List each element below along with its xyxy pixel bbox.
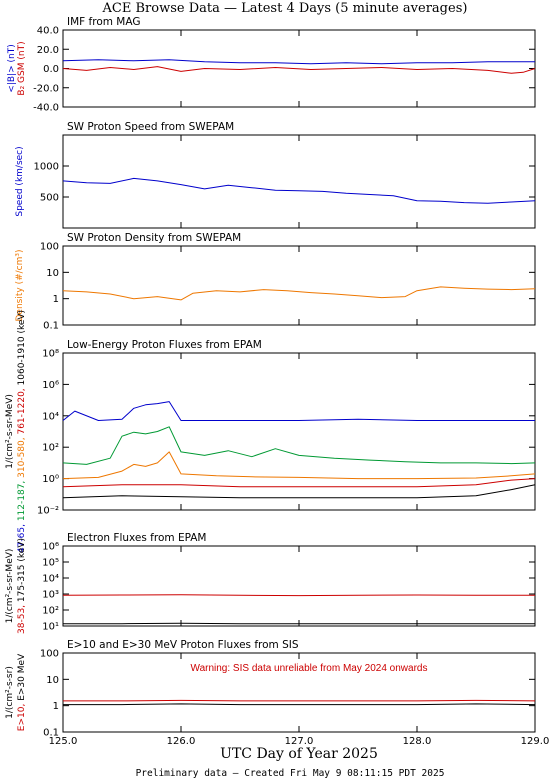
plot-frame (62, 134, 536, 229)
y-axis-label: 1/(cm²-s-sr-MeV) (5, 394, 15, 469)
plot-frame (62, 245, 536, 326)
y-tick-label: 10⁰ (42, 474, 59, 485)
chart-title: ACE Browse Data — Latest 4 Days (5 minut… (102, 1, 468, 16)
y-tick-label: -40.0 (33, 103, 59, 114)
y-axis-label: 1/(cm²-s-sr) (5, 666, 15, 719)
y-tick-label: 0.0 (43, 64, 59, 75)
x-tick-label: 128.0 (403, 736, 432, 747)
y-axis-label-part: 310-580, (17, 437, 27, 480)
imf-panel: 40.0 20.0 0.0 -20.0 -40.0 IMF from MAG <|B|> (… (7, 16, 536, 114)
series-line (62, 286, 536, 301)
y-axis-label-part: E>10, (17, 704, 27, 732)
y-axis-label-part: 1/(cm²-s-sr-MeV) (5, 549, 15, 624)
y-tick-label: 40.0 (37, 26, 59, 37)
series-line (62, 66, 536, 74)
y-axis-label: B₂ GSM (nT) (17, 41, 27, 95)
series-line (63, 699, 536, 702)
y-axis-label-part: 1060-1910 (keV) (17, 310, 27, 388)
y-tick-label: 1000 (34, 162, 59, 173)
proton-flux-panel: 10⁸ 10⁶ 10⁴ 10² 10⁰ 10⁻² Low-Energy Proton Flu… (5, 310, 536, 553)
speed-panel: 1000 500 SW Proton Speed from SWEPAM Speed … (15, 121, 536, 229)
y-tick-label: 10² (42, 606, 59, 617)
y-tick-label: 10⁶ (42, 380, 59, 391)
series-line (63, 703, 536, 706)
y-axis-label-part: E>30 MeV (17, 653, 27, 704)
y-axis-label: 38-53, 175-315 (keV) (17, 538, 27, 634)
y-tick-label: 10⁴ (42, 411, 59, 422)
series-line (62, 594, 535, 597)
y-axis-label-part: 175-315 (keV) (17, 538, 27, 605)
y-tick-label: 10⁵ (42, 558, 59, 569)
x-tick-labels: 125.0 126.0 127.0 128.0 129.0 (49, 736, 550, 747)
x-axis-label: UTC Day of Year 2025 (220, 746, 378, 762)
sis-panel: 100 10 1 0.1 E>10 and E>30 MeV Proton Fluxes… (5, 639, 536, 739)
y-tick-label: 100 (40, 242, 59, 253)
x-tick-label: 125.0 (49, 736, 78, 747)
y-tick-label: 10⁴ (42, 574, 59, 585)
panel-title: SW Proton Speed from SWEPAM (67, 121, 234, 133)
y-tick-label: 0.1 (43, 321, 59, 332)
y-tick-label: 1 (53, 294, 59, 305)
panel-title: IMF from MAG (67, 16, 141, 28)
y-tick-label: 10⁻² (37, 506, 59, 517)
y-axis-label: Density (#/cm³) (15, 250, 25, 322)
series-line (62, 484, 536, 499)
panel-title: Electron Fluxes from EPAM (67, 532, 206, 544)
y-tick-label: 100 (40, 649, 59, 660)
y-tick-label: 10¹ (42, 622, 59, 633)
y-tick-label: 10² (42, 443, 59, 454)
panel-title: E>10 and E>30 MeV Proton Fluxes from SIS (67, 639, 299, 651)
y-axis-label: 1/(cm²-s-sr-MeV) (5, 549, 15, 624)
footer-note: Preliminary data — Created Fri May 9 08:… (136, 768, 445, 779)
y-tick-label: 500 (40, 193, 59, 204)
x-tick-label: 126.0 (167, 736, 196, 747)
y-axis-label-part: 47-65, (17, 524, 27, 553)
y-axis-label-part: 112-187, (17, 481, 27, 524)
series-line (62, 59, 535, 65)
y-axis-label: Speed (km/sec) (15, 146, 25, 216)
y-axis-label: 47-65, 112-187, 310-580, 761-1220, 1060-… (17, 310, 27, 553)
y-tick-label: 10⁸ (42, 349, 59, 360)
y-tick-label: 10 (46, 675, 59, 686)
y-axis-label-part: 1/(cm²-s-sr) (5, 666, 15, 719)
series-line (62, 426, 536, 465)
y-tick-label: 0.1 (43, 728, 59, 739)
panel-title: Low-Energy Proton Fluxes from EPAM (67, 339, 262, 351)
y-axis-label-part: 38-53, (17, 605, 27, 634)
x-tick-label: 127.0 (285, 736, 314, 747)
y-tick-label: 20.0 (37, 45, 59, 56)
y-axis-label: E>10, E>30 MeV (17, 653, 27, 731)
y-axis-label: <|B|> (nT) (7, 44, 17, 92)
y-tick-label: 1 (53, 701, 59, 712)
y-tick-label: 10⁶ (42, 542, 59, 553)
panels: 40.0 20.0 0.0 -20.0 -40.0 IMF from MAG <|B|> (… (5, 16, 536, 739)
panel-title: SW Proton Density from SWEPAM (67, 232, 241, 244)
plot-frame (62, 545, 536, 627)
y-axis-label-part: 761-1220, (17, 388, 27, 437)
series-line (62, 478, 536, 488)
y-tick-label: 10 (46, 268, 59, 279)
density-panel: 100 10 1 0.1 SW Proton Density from SWEPAM De… (15, 232, 536, 332)
chart-annotation: Warning: SIS data unreliable from May 20… (191, 663, 428, 674)
y-tick-label: -20.0 (33, 83, 59, 94)
electron-flux-panel: 10⁶ 10⁵ 10⁴ 10³ 10² 10¹ Electron Fluxes from E… (5, 532, 536, 634)
series-line (62, 177, 536, 204)
series-line (62, 401, 535, 421)
y-tick-label: 10³ (42, 590, 59, 601)
y-axis-label-part: 1/(cm²-s-sr-MeV) (5, 394, 15, 469)
series-line (62, 451, 536, 480)
x-tick-label: 129.0 (521, 736, 550, 747)
